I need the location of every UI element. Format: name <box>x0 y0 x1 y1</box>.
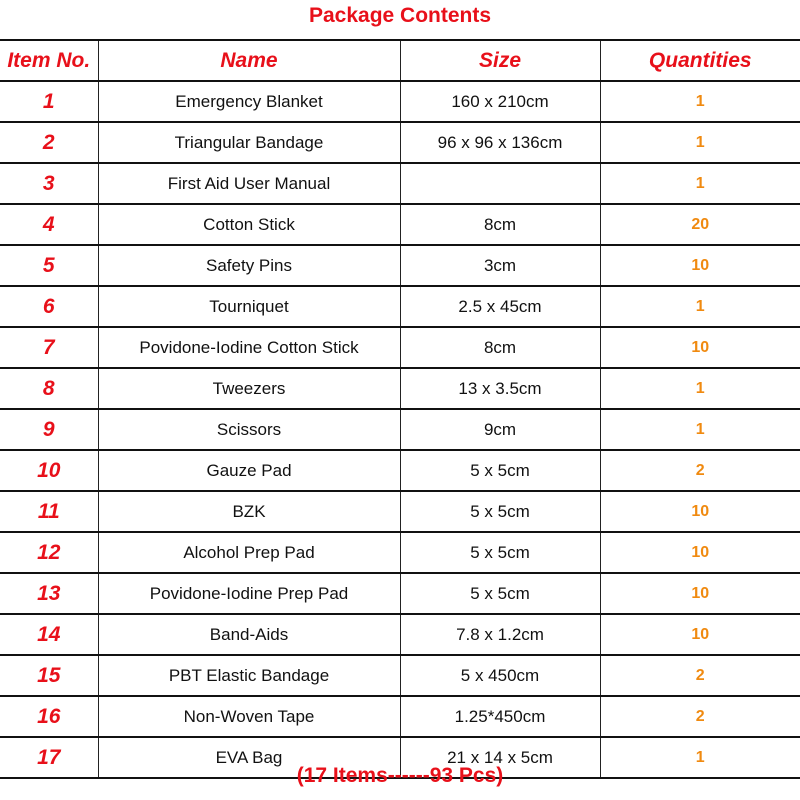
item-size: 8cm <box>399 326 601 369</box>
item-number: 4 <box>0 203 99 246</box>
item-name: Cotton Stick <box>97 203 401 246</box>
item-name: Tweezers <box>97 367 401 410</box>
item-number: 11 <box>0 490 99 533</box>
item-number: 1 <box>0 80 99 123</box>
header-item-no: Item No. <box>0 39 99 82</box>
item-size: 160 x 210cm <box>399 80 601 123</box>
table-row: 10 Gauze Pad 5 x 5cm 2 <box>0 449 800 492</box>
item-name: Safety Pins <box>97 244 401 287</box>
header-quantities: Quantities <box>599 39 800 82</box>
item-quantity: 10 <box>599 244 800 287</box>
item-quantity: 1 <box>599 80 800 123</box>
item-size: 2.5 x 45cm <box>399 285 601 328</box>
item-name: PBT Elastic Bandage <box>97 654 401 697</box>
item-number: 16 <box>0 695 99 738</box>
item-quantity: 10 <box>599 531 800 574</box>
header-size: Size <box>399 39 601 82</box>
table-row: 7 Povidone-Iodine Cotton Stick 8cm 10 <box>0 326 800 369</box>
item-number: 6 <box>0 285 99 328</box>
item-name: First Aid User Manual <box>97 162 401 205</box>
item-number: 17 <box>0 736 99 779</box>
table-row: 6 Tourniquet 2.5 x 45cm 1 <box>0 285 800 328</box>
item-size: 9cm <box>399 408 601 451</box>
item-quantity: 1 <box>599 162 800 205</box>
item-name: Tourniquet <box>97 285 401 328</box>
table-row: 14 Band-Aids 7.8 x 1.2cm 10 <box>0 613 800 656</box>
item-quantity: 2 <box>599 449 800 492</box>
item-name: Gauze Pad <box>97 449 401 492</box>
item-size: 13 x 3.5cm <box>399 367 601 410</box>
table-row: 15 PBT Elastic Bandage 5 x 450cm 2 <box>0 654 800 697</box>
item-name: Triangular Bandage <box>97 121 401 164</box>
item-quantity: 1 <box>599 736 800 779</box>
item-size: 5 x 5cm <box>399 531 601 574</box>
item-size: 1.25*450cm <box>399 695 601 738</box>
item-number: 7 <box>0 326 99 369</box>
item-number: 13 <box>0 572 99 615</box>
table-row: 4 Cotton Stick 8cm 20 <box>0 203 800 246</box>
item-quantity: 10 <box>599 326 800 369</box>
header-row: Item No. Name Size Quantities <box>0 39 800 82</box>
item-size: 5 x 5cm <box>399 572 601 615</box>
item-size: 96 x 96 x 136cm <box>399 121 601 164</box>
table-row: 2 Triangular Bandage 96 x 96 x 136cm 1 <box>0 121 800 164</box>
item-quantity: 2 <box>599 695 800 738</box>
item-number: 3 <box>0 162 99 205</box>
item-number: 12 <box>0 531 99 574</box>
table-row: 1 Emergency Blanket 160 x 210cm 1 <box>0 80 800 123</box>
item-number: 15 <box>0 654 99 697</box>
header-name: Name <box>97 39 401 82</box>
item-size: 7.8 x 1.2cm <box>399 613 601 656</box>
table-row: 11 BZK 5 x 5cm 10 <box>0 490 800 533</box>
table-row: 12 Alcohol Prep Pad 5 x 5cm 10 <box>0 531 800 574</box>
item-number: 8 <box>0 367 99 410</box>
item-quantity: 2 <box>599 654 800 697</box>
table-row: 9 Scissors 9cm 1 <box>0 408 800 451</box>
table-row: 16 Non-Woven Tape 1.25*450cm 2 <box>0 695 800 738</box>
item-quantity: 10 <box>599 572 800 615</box>
item-size: 5 x 5cm <box>399 490 601 533</box>
item-name: BZK <box>97 490 401 533</box>
item-number: 2 <box>0 121 99 164</box>
item-number: 5 <box>0 244 99 287</box>
item-name: Non-Woven Tape <box>97 695 401 738</box>
item-name: Emergency Blanket <box>97 80 401 123</box>
item-size: 5 x 5cm <box>399 449 601 492</box>
table-row: 8 Tweezers 13 x 3.5cm 1 <box>0 367 800 410</box>
item-number: 14 <box>0 613 99 656</box>
item-quantity: 10 <box>599 490 800 533</box>
item-name: Povidone-Iodine Cotton Stick <box>97 326 401 369</box>
item-number: 9 <box>0 408 99 451</box>
item-name: EVA Bag <box>97 736 401 779</box>
table-row: 17 EVA Bag 21 x 14 x 5cm 1 <box>0 736 800 779</box>
item-number: 10 <box>0 449 99 492</box>
item-quantity: 1 <box>599 285 800 328</box>
item-quantity: 1 <box>599 408 800 451</box>
item-name: Alcohol Prep Pad <box>97 531 401 574</box>
item-name: Povidone-Iodine Prep Pad <box>97 572 401 615</box>
page-title: Package Contents <box>308 4 492 27</box>
item-name: Scissors <box>97 408 401 451</box>
table-row: 5 Safety Pins 3cm 10 <box>0 244 800 287</box>
total-summary: (17 Items------93 Pcs) <box>296 764 504 787</box>
item-size <box>399 162 601 205</box>
item-size: 3cm <box>399 244 601 287</box>
table-row: 3 First Aid User Manual 1 <box>0 162 800 205</box>
item-quantity: 10 <box>599 613 800 656</box>
item-size: 5 x 450cm <box>399 654 601 697</box>
item-name: Band-Aids <box>97 613 401 656</box>
item-quantity: 20 <box>599 203 800 246</box>
item-size: 8cm <box>399 203 601 246</box>
contents-table: Item No. Name Size Quantities 1 Emergency… <box>0 39 800 779</box>
item-quantity: 1 <box>599 367 800 410</box>
item-quantity: 1 <box>599 121 800 164</box>
table-row: 13 Povidone-Iodine Prep Pad 5 x 5cm 10 <box>0 572 800 615</box>
